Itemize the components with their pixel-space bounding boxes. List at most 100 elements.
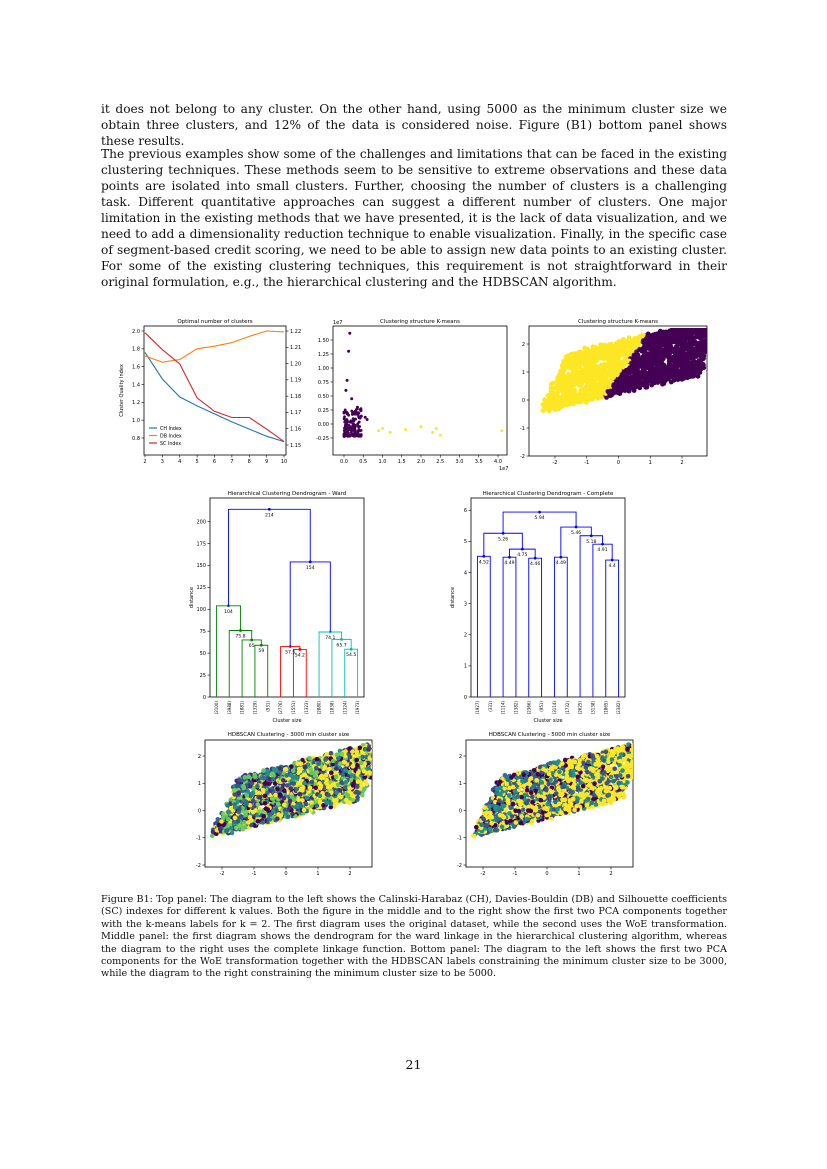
scatter-point bbox=[257, 795, 263, 800]
scatter-point bbox=[682, 352, 688, 358]
scatter-point bbox=[345, 420, 349, 424]
scatter-point bbox=[241, 783, 246, 789]
scatter-point bbox=[377, 753, 382, 758]
scatter-point bbox=[714, 321, 719, 326]
scatter-point bbox=[683, 335, 689, 341]
scatter-point bbox=[663, 329, 669, 335]
scatter-point bbox=[711, 320, 716, 325]
scatter-point bbox=[342, 785, 348, 790]
scatter-point bbox=[300, 798, 305, 803]
offset-text-y: 1e7 bbox=[333, 320, 342, 326]
scatter-point bbox=[354, 757, 360, 763]
scatter-point bbox=[257, 809, 263, 815]
scatter-point bbox=[250, 790, 256, 796]
merge-label: 4.46 bbox=[530, 561, 540, 567]
scatter-point bbox=[708, 321, 713, 326]
leaf-label: (1329) bbox=[252, 701, 257, 715]
scatter-point bbox=[640, 332, 646, 338]
scatter-point bbox=[569, 351, 575, 357]
scatter-point bbox=[715, 320, 720, 325]
leaf-label: (2625) bbox=[578, 701, 583, 715]
scatter-point bbox=[697, 321, 702, 326]
scatter-point bbox=[600, 343, 605, 349]
x-tick-label: 1.0 bbox=[379, 459, 387, 465]
scatter-point bbox=[374, 741, 379, 746]
dendrogram-link bbox=[605, 559, 620, 697]
y-tick-label: 25 bbox=[200, 673, 206, 679]
scatter-point bbox=[695, 321, 700, 326]
scatter-point bbox=[630, 369, 636, 375]
scatter-point bbox=[711, 318, 716, 323]
scatter-point bbox=[374, 750, 379, 755]
scatter-point bbox=[658, 366, 663, 372]
scatter-point bbox=[708, 325, 713, 330]
scatter-point bbox=[679, 328, 685, 331]
scatter-point bbox=[349, 773, 355, 778]
scatter-point bbox=[360, 754, 365, 760]
scatter-point bbox=[344, 388, 348, 392]
chart-title: Hierarchical Clustering Dendrogram - Com… bbox=[483, 491, 614, 497]
scatter-point bbox=[365, 418, 369, 422]
scatter-point bbox=[662, 346, 668, 352]
scatter-point bbox=[296, 770, 301, 775]
scatter-point bbox=[342, 417, 346, 421]
scatter-point bbox=[626, 335, 632, 340]
scatter-point bbox=[657, 337, 662, 342]
scatter-point bbox=[339, 780, 344, 785]
scatter-point bbox=[382, 741, 387, 746]
scatter-point bbox=[715, 318, 720, 323]
scatter-point bbox=[593, 352, 599, 358]
leaf-label: (3988) bbox=[227, 701, 232, 715]
scatter-point bbox=[366, 747, 371, 752]
scatter-point bbox=[646, 339, 652, 345]
merge-label: 4.91 bbox=[597, 547, 607, 553]
scatter-point bbox=[709, 325, 714, 330]
scatter-point bbox=[356, 434, 360, 438]
scatter-point bbox=[693, 354, 699, 359]
scatter-point bbox=[313, 785, 319, 791]
scatter-point bbox=[627, 342, 633, 347]
scatter-point bbox=[232, 815, 238, 821]
x-tick-label: 1 bbox=[577, 871, 580, 877]
scatter-point bbox=[721, 315, 726, 320]
scatter-point bbox=[251, 809, 256, 815]
scatter-point bbox=[228, 805, 234, 811]
plot-frame bbox=[528, 325, 708, 457]
scatter-point bbox=[236, 790, 242, 795]
y-tick-label: 1 bbox=[459, 781, 462, 787]
x-tick-label: 6 bbox=[213, 459, 216, 465]
scatter-point bbox=[294, 803, 300, 809]
scatter-point bbox=[675, 377, 681, 382]
chart-title: HDBSCAN Clustering - 5000 min cluster si… bbox=[489, 732, 611, 738]
scatter-point bbox=[291, 781, 297, 786]
leaf-label: (1324) bbox=[342, 701, 347, 715]
scatter-point bbox=[593, 345, 598, 350]
scatter-point bbox=[626, 388, 632, 394]
scatter-point bbox=[377, 429, 381, 433]
y-tick-label: 0 bbox=[522, 398, 525, 404]
scatter-point bbox=[713, 331, 718, 336]
scatter-point bbox=[602, 365, 608, 371]
scatter-point bbox=[557, 374, 562, 380]
x-tick-label: 2 bbox=[348, 871, 351, 877]
scatter-point bbox=[332, 804, 337, 809]
scatter-point bbox=[676, 330, 681, 336]
scatter-point bbox=[287, 798, 293, 804]
y-tick-label: 0.50 bbox=[318, 394, 329, 400]
scatter-point bbox=[626, 351, 632, 356]
scatter-point bbox=[549, 381, 554, 387]
scatter-point bbox=[628, 365, 634, 371]
merge-label: 59 bbox=[258, 648, 264, 654]
scatter-point bbox=[297, 780, 303, 786]
scatter-point bbox=[500, 429, 504, 433]
scatter-point bbox=[614, 385, 619, 391]
scatter-point bbox=[438, 433, 442, 437]
scatter-point bbox=[302, 780, 307, 786]
scatter-point bbox=[719, 324, 724, 329]
scatter-point bbox=[563, 401, 568, 406]
scatter-point bbox=[284, 783, 290, 788]
y-tick-label: 1.0 bbox=[132, 418, 140, 424]
scatter-point bbox=[357, 420, 361, 424]
scatter-point bbox=[302, 772, 307, 777]
y-tick-label: 1.4 bbox=[132, 382, 140, 388]
